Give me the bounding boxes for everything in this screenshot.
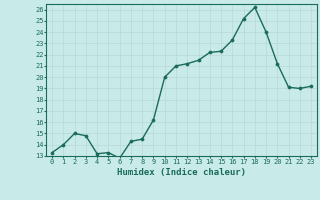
X-axis label: Humidex (Indice chaleur): Humidex (Indice chaleur)	[117, 168, 246, 177]
